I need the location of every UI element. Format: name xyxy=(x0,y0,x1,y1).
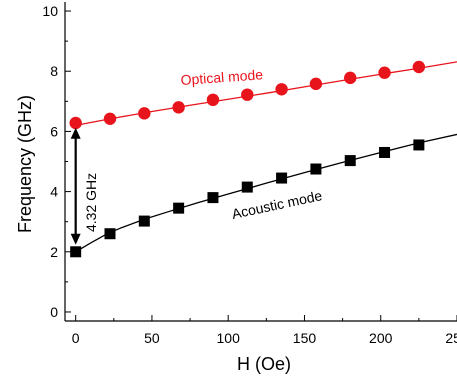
optical-mode-point xyxy=(309,77,323,91)
acoustic-mode-point xyxy=(344,155,356,167)
optical-mode-point xyxy=(69,116,82,130)
y-tick-label: 6 xyxy=(50,123,58,139)
gap-arrow xyxy=(70,127,81,245)
x-tick-label: 200 xyxy=(369,330,393,346)
y-tick-label: 4 xyxy=(50,184,58,200)
y-tick-label: 2 xyxy=(50,244,58,260)
gap-value-label: 4.32 GHz xyxy=(83,173,99,232)
optical-mode-point xyxy=(172,101,185,114)
acoustic-mode-point xyxy=(173,202,185,214)
y-tick-label: 0 xyxy=(50,304,58,320)
optical-mode-point xyxy=(378,66,391,79)
acoustic-mode-point xyxy=(138,215,150,227)
acoustic-mode-point xyxy=(207,192,219,204)
optical-mode-fit-line xyxy=(75,61,457,127)
acoustic-mode-point xyxy=(70,246,82,258)
y-tick-label: 10 xyxy=(42,3,58,19)
acoustic-mode-point xyxy=(276,172,288,184)
x-tick-label: 250 xyxy=(445,330,457,346)
acoustic-mode-point xyxy=(310,163,322,175)
x-tick-label: 100 xyxy=(217,330,241,346)
optical-mode-point xyxy=(275,83,288,96)
x-axis-title: H (Oe) xyxy=(237,354,291,374)
y-tick-label: 8 xyxy=(50,63,58,79)
optical-mode-label: Optical mode xyxy=(180,66,264,88)
gap-arrow-head-down xyxy=(70,233,81,245)
acoustic-mode-point xyxy=(241,181,253,193)
x-tick-label: 0 xyxy=(72,330,80,346)
x-tick-label: 150 xyxy=(293,330,317,346)
acoustic-mode-point xyxy=(104,228,116,240)
gap-arrow-head-up xyxy=(70,127,81,139)
acoustic-mode-point xyxy=(413,139,425,151)
y-axis-title: Frequency (GHz) xyxy=(15,95,35,233)
acoustic-mode-point xyxy=(379,146,391,158)
optical-mode-point xyxy=(206,93,220,107)
optical-mode-point xyxy=(138,107,151,120)
optical-mode-point xyxy=(103,112,117,125)
fit-lines xyxy=(75,61,457,253)
acoustic-mode-fit-line xyxy=(75,133,457,253)
ticks: 0 50 100 150 200 250 0 2 4 6 8 10 xyxy=(42,3,457,346)
optical-mode-point xyxy=(412,60,426,74)
axes xyxy=(64,2,457,322)
optical-mode-point xyxy=(344,71,357,85)
x-tick-label: 50 xyxy=(144,330,160,346)
markers xyxy=(69,60,426,258)
optical-mode-point xyxy=(241,88,254,101)
